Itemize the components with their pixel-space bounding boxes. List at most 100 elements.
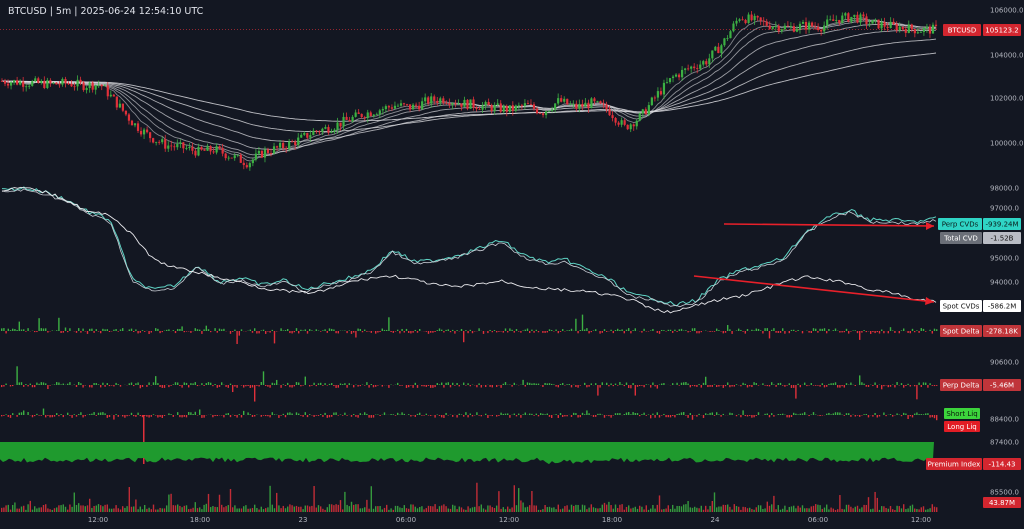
volume-bar [366, 499, 368, 512]
candle-body [6, 83, 10, 86]
spot-delta-bar [58, 317, 60, 331]
volume-bar [163, 508, 166, 512]
candle-body [801, 21, 805, 24]
volume-bar [535, 505, 537, 512]
perp-delta-bar [696, 385, 698, 387]
volume-bar [933, 506, 936, 512]
volume-bar [515, 505, 518, 512]
liq-bar [595, 415, 597, 417]
perp-delta-bar [135, 383, 137, 385]
volume-bar [757, 505, 760, 512]
perp-delta-bar [298, 382, 300, 385]
liq-bar [240, 415, 243, 418]
liq-bar [194, 411, 196, 415]
perp-delta-bar [469, 385, 471, 387]
y-tick-label: 106000.0 [990, 7, 1023, 15]
volume-bar [449, 508, 452, 512]
liq-bar [535, 413, 537, 415]
liq-bar [722, 413, 724, 415]
candle-body [9, 82, 13, 86]
perp-delta-bar [328, 383, 331, 385]
perp-delta-bar [205, 383, 207, 385]
volume-bar [280, 508, 282, 512]
candle-body [551, 109, 554, 111]
candle-body [445, 102, 448, 104]
volume-bar [25, 509, 27, 512]
candle-body [934, 24, 938, 26]
volume-bar [34, 506, 36, 512]
spot-delta-bar [185, 331, 188, 332]
liq-bar [795, 413, 797, 415]
volume-bar [170, 493, 172, 512]
perp-delta-bar [84, 385, 86, 386]
candle-body [430, 96, 433, 104]
spot-delta-bar [696, 331, 698, 334]
candle-body [282, 142, 285, 149]
volume-bar [174, 505, 177, 512]
candle-body [269, 153, 273, 154]
spot-delta-bar [779, 331, 782, 333]
spot-delta-bar [207, 329, 210, 331]
liq-bar [427, 415, 430, 416]
liq-bar [738, 414, 740, 415]
volume-bar [405, 508, 408, 512]
y-tick-label: 104000.0 [990, 52, 1023, 60]
volume-bar [247, 508, 249, 512]
volume-bar [650, 508, 652, 512]
candle-body [58, 84, 61, 86]
candle-body [139, 130, 143, 135]
perp-delta-bar [724, 385, 727, 387]
liq-bar [350, 415, 353, 417]
liq-bar [115, 414, 117, 415]
liq-bar [782, 413, 784, 415]
volume-bar [119, 509, 122, 512]
spot-delta-bar [861, 331, 863, 333]
liq-bar [201, 415, 203, 418]
spot-delta-bar [353, 331, 355, 333]
volume-bar [232, 507, 234, 512]
candle-body [563, 98, 566, 102]
perp-delta-bar [533, 383, 535, 385]
candle-body [466, 99, 469, 109]
liq-bar [652, 413, 654, 415]
volume-bar [91, 507, 93, 512]
spot-delta-bar [610, 329, 612, 331]
volume-bar [727, 504, 729, 512]
spot-delta-bar [551, 330, 553, 331]
perp-delta-bar [304, 376, 306, 385]
perp-delta-bar [170, 385, 172, 386]
candle-body [399, 103, 403, 106]
liq-bar [223, 415, 225, 418]
spot-delta-bar [62, 331, 64, 333]
volume-bar [115, 505, 117, 512]
candle-body [687, 68, 690, 70]
candle-body [783, 25, 786, 30]
spot-delta-bar [478, 328, 480, 331]
perp-delta-bar [698, 384, 700, 385]
premium-area [0, 442, 934, 465]
volume-bar [185, 505, 188, 512]
liq-bar [826, 413, 828, 415]
volume-bar [597, 508, 599, 512]
perp-delta-bar [810, 383, 812, 385]
candle-body [393, 105, 397, 109]
candle-body [0, 80, 4, 82]
candle-body [46, 80, 49, 88]
candle-body [838, 19, 841, 23]
spot-delta-bar [397, 329, 399, 331]
candle-body [136, 123, 140, 131]
volume-bar [553, 507, 555, 512]
spot-delta-bar [839, 331, 841, 333]
perp-delta-bar [784, 385, 786, 387]
spot-delta-bar [689, 331, 691, 332]
liq-bar [680, 412, 683, 415]
perp-delta-bar [654, 385, 656, 387]
spot-delta-bar [38, 318, 40, 331]
spot-delta-bar [746, 329, 749, 331]
spot-delta-bar [680, 328, 683, 331]
liq-bar [645, 415, 647, 416]
candle-body [142, 129, 146, 135]
volume-bar [326, 507, 328, 512]
volume-bar [581, 504, 584, 512]
